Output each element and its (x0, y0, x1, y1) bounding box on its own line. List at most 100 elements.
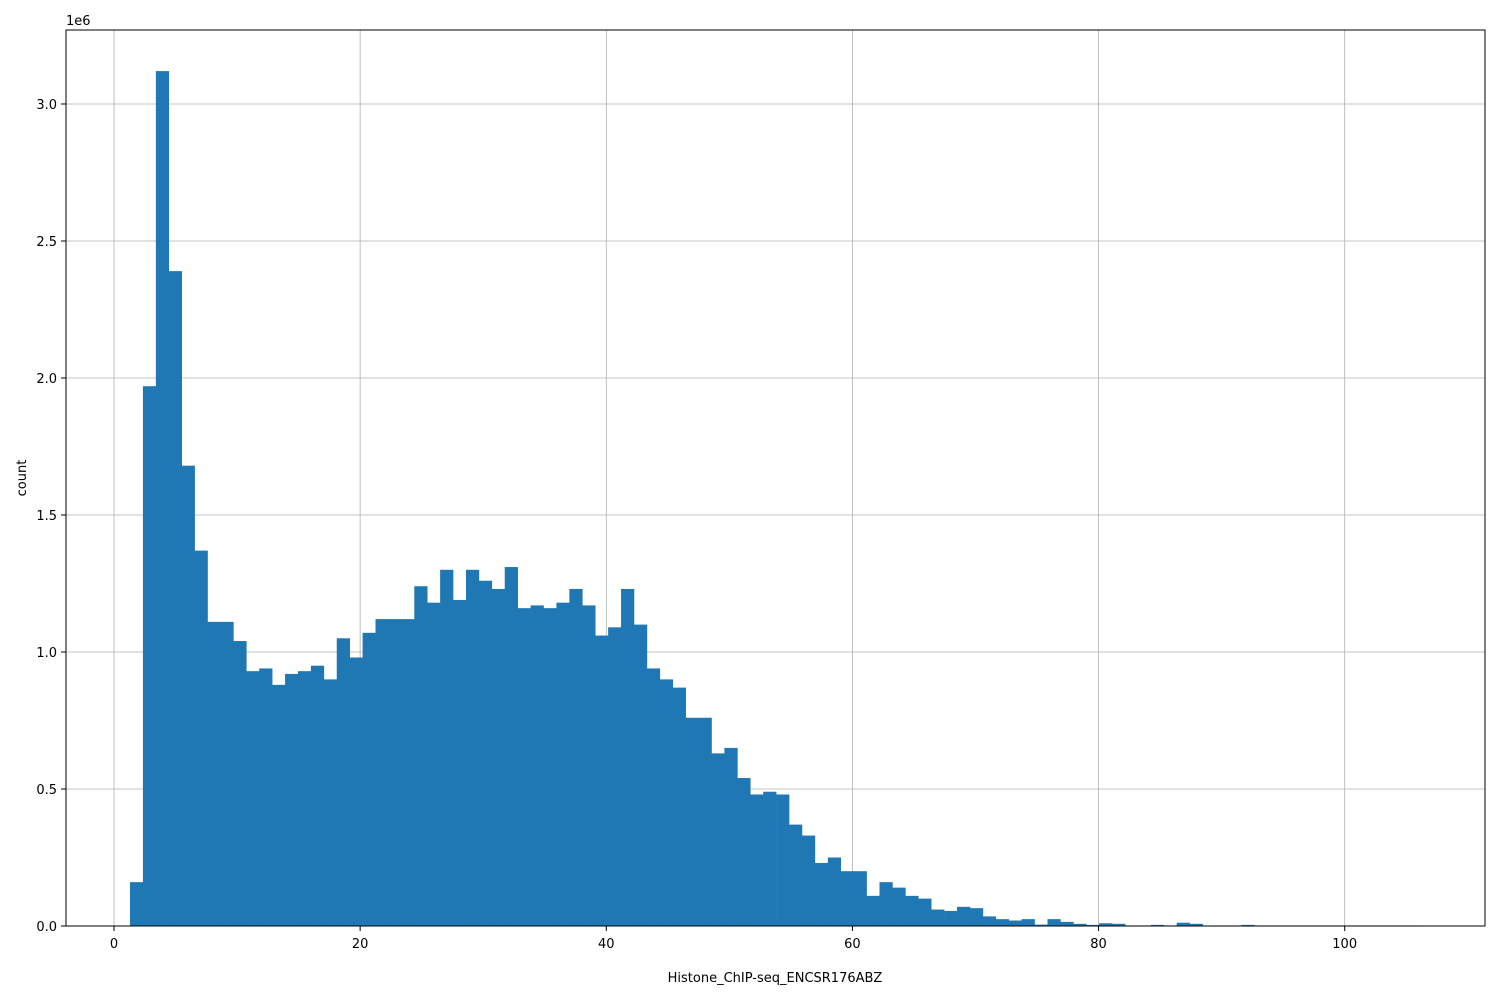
x-axis-ticks: 0 20 40 60 80 100 (110, 926, 1357, 952)
histogram-bar (1073, 923, 1087, 926)
histogram-bar (323, 679, 338, 926)
histogram-bar (1189, 923, 1203, 926)
histogram-bar (1034, 924, 1048, 926)
histogram-bar (207, 621, 221, 926)
histogram-bar (1021, 919, 1035, 926)
histogram-bar (1047, 919, 1061, 926)
y-tick-label: 1.5 (36, 509, 57, 524)
histogram-bar (763, 791, 777, 926)
histogram-bar (569, 588, 583, 926)
plot-frame (65, 29, 1486, 927)
histogram-bar (840, 871, 854, 926)
histogram-bar (853, 871, 867, 926)
histogram-bar (259, 668, 273, 926)
histogram-bar (1086, 924, 1100, 926)
histogram-bar (685, 717, 699, 926)
histogram-bar (995, 919, 1010, 926)
histogram-bar (737, 778, 751, 926)
histogram-bar (905, 895, 919, 926)
histogram-bar (801, 835, 816, 926)
x-axis-label: Histone_ChIP-seq_ENCSR176ABZ (668, 971, 883, 986)
histogram-bar (504, 567, 518, 926)
histogram-bar (608, 627, 622, 926)
histogram-bar (349, 657, 363, 926)
histogram-bar (750, 794, 764, 926)
histogram-bar (401, 619, 415, 926)
histogram-bars (129, 71, 1423, 927)
histogram-bar (246, 671, 260, 926)
y-axis-ticks: 0.0 0.5 1.0 1.5 2.0 2.5 3.0 (36, 98, 66, 935)
x-tick-label: 20 (352, 937, 369, 952)
histogram-bar (297, 671, 312, 926)
histogram-bar (969, 908, 984, 926)
histogram-bar (659, 679, 674, 926)
histogram-bar (220, 621, 234, 926)
histogram-bar (582, 605, 596, 926)
histogram-bar (285, 673, 299, 926)
histogram-bar (129, 882, 144, 926)
histogram-bar (272, 684, 286, 926)
histogram-bar (1241, 924, 1255, 926)
histogram-bar (1008, 920, 1022, 926)
y-tick-label: 1.0 (36, 646, 57, 661)
histogram-bar (711, 753, 725, 926)
histogram-bar (543, 608, 557, 926)
y-tick-label: 0.5 (36, 783, 57, 798)
histogram-bar (814, 862, 829, 926)
histogram-bar (465, 569, 480, 926)
histogram-bar (982, 916, 997, 926)
x-tick-label: 60 (844, 937, 861, 952)
y-tick-label: 2.5 (36, 235, 57, 250)
histogram-bar (181, 465, 195, 926)
x-tick-label: 100 (1332, 937, 1357, 952)
histogram-bar (155, 71, 170, 927)
histogram-bar (918, 898, 932, 926)
histogram-bar (310, 665, 325, 926)
histogram-bar (1176, 922, 1190, 926)
histogram-bar (168, 271, 182, 927)
histogram-bar (892, 887, 906, 926)
histogram-bar (646, 668, 661, 926)
histogram-bar (362, 632, 376, 926)
y-tick-label: 2.0 (36, 372, 57, 387)
y-tick-label: 0.0 (36, 920, 57, 935)
histogram-bar (517, 608, 531, 926)
histogram-bar (194, 550, 208, 926)
histogram-bar (478, 580, 493, 926)
histogram-bar (414, 586, 428, 926)
histogram-bar (388, 619, 402, 926)
histogram-bar (595, 635, 609, 926)
histogram-bar (866, 895, 880, 926)
histogram-bar (672, 687, 686, 926)
histogram-bar (440, 569, 454, 926)
histogram-bar (375, 619, 389, 926)
y-tick-label: 3.0 (36, 98, 57, 113)
histogram-bar (827, 857, 842, 926)
histogram-bar (530, 605, 544, 926)
x-tick-label: 0 (110, 937, 118, 952)
histogram-bar (1112, 923, 1126, 926)
histogram-bar (491, 588, 506, 926)
histogram-bar (944, 910, 958, 926)
x-tick-label: 40 (598, 937, 615, 952)
histogram-bar (1150, 924, 1165, 926)
histogram-bar (142, 386, 157, 926)
histogram-bar (633, 624, 648, 926)
histogram-bar (427, 602, 441, 926)
y-axis-offset-label: 1e6 (66, 14, 91, 29)
x-tick-label: 80 (1090, 937, 1107, 952)
histogram-bar (931, 909, 945, 926)
histogram-bar (453, 599, 467, 926)
histogram-bar (957, 906, 971, 926)
histogram-bar (698, 717, 712, 926)
histogram-bar (621, 588, 635, 926)
histogram-bar (1099, 923, 1113, 926)
histogram-bar (879, 882, 893, 926)
histogram-bar (233, 641, 247, 926)
histogram-bar (336, 638, 350, 926)
histogram-bar (1060, 921, 1074, 926)
y-axis-label: count (15, 460, 30, 497)
histogram-bar (789, 824, 803, 926)
histogram-bar (776, 794, 790, 926)
